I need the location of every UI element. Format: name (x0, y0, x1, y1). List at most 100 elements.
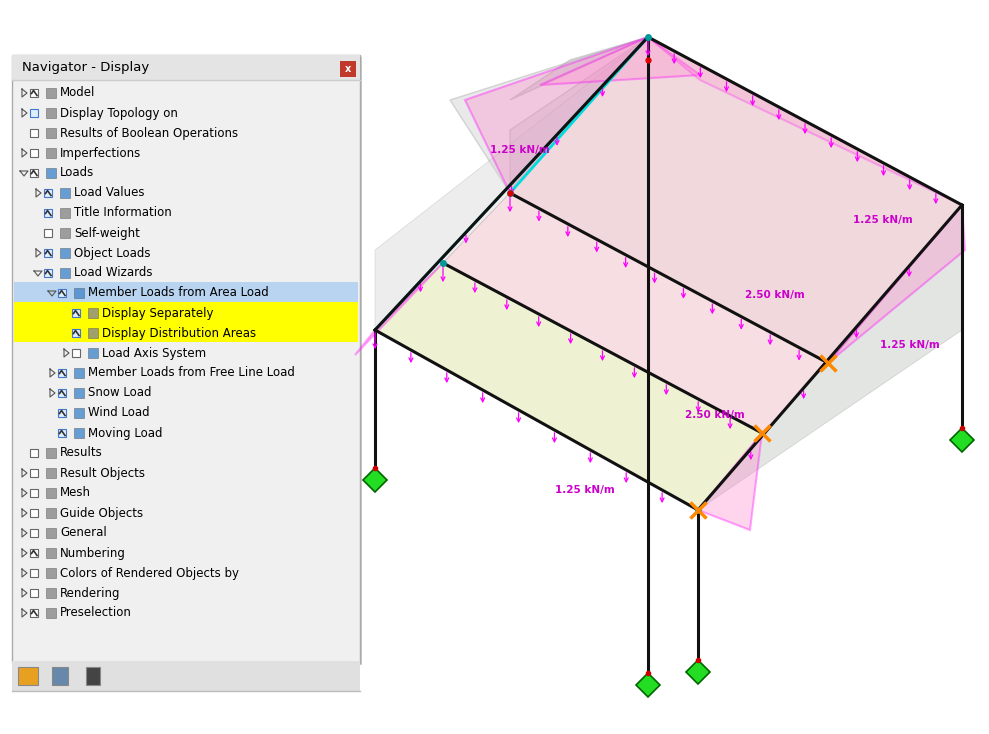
Text: Display Separately: Display Separately (102, 307, 214, 319)
Polygon shape (510, 37, 962, 363)
Text: Mesh: Mesh (60, 487, 91, 500)
Text: Results of Boolean Operations: Results of Boolean Operations (60, 126, 238, 139)
Bar (60, 268, 70, 278)
Text: Member Loads from Area Load: Member Loads from Area Load (88, 286, 269, 299)
Bar (58, 289, 66, 297)
Text: Imperfections: Imperfections (60, 147, 141, 159)
Text: Object Loads: Object Loads (74, 247, 150, 260)
Bar (46, 148, 56, 158)
Text: Navigator - Display: Navigator - Display (22, 60, 149, 73)
Bar (72, 349, 80, 357)
Text: Display Topology on: Display Topology on (60, 106, 178, 120)
Text: Self-weight: Self-weight (74, 227, 139, 239)
Text: x: x (345, 64, 351, 74)
Bar (30, 589, 38, 597)
Polygon shape (510, 37, 648, 193)
Bar (44, 269, 52, 277)
Polygon shape (698, 433, 762, 530)
Bar (12, 55, 360, 80)
Bar (88, 328, 98, 338)
Polygon shape (450, 37, 648, 193)
Bar (30, 609, 38, 617)
Bar (58, 429, 66, 437)
Bar (46, 488, 56, 498)
Text: 1.25 kN/m: 1.25 kN/m (490, 145, 550, 155)
Bar (60, 208, 70, 218)
Text: Wind Load: Wind Load (88, 407, 149, 420)
Bar (46, 128, 56, 138)
Text: Title Information: Title Information (74, 206, 172, 219)
Polygon shape (686, 660, 710, 684)
Bar (52, 667, 68, 685)
Bar (44, 229, 52, 237)
Bar (30, 509, 38, 517)
Text: Numbering: Numbering (60, 547, 126, 559)
Text: Moving Load: Moving Load (88, 426, 162, 440)
Bar (46, 168, 56, 178)
Text: Load Values: Load Values (74, 186, 144, 200)
Bar (30, 449, 38, 457)
Text: Display Distribution Areas: Display Distribution Areas (102, 327, 256, 340)
Bar (46, 588, 56, 598)
Text: Result Objects: Result Objects (60, 467, 145, 479)
Bar (30, 89, 38, 97)
Text: 2.50 kN/m: 2.50 kN/m (745, 290, 805, 300)
Polygon shape (648, 37, 962, 205)
Bar (58, 409, 66, 417)
Polygon shape (510, 37, 648, 100)
Text: Snow Load: Snow Load (88, 387, 151, 399)
Bar (340, 61, 356, 77)
Bar (30, 549, 38, 557)
Bar (46, 448, 56, 458)
Bar (88, 348, 98, 358)
Polygon shape (375, 37, 648, 330)
Polygon shape (375, 263, 762, 510)
Bar (46, 548, 56, 558)
Text: Load Axis System: Load Axis System (102, 346, 206, 360)
Bar (72, 329, 80, 337)
Bar (46, 88, 56, 98)
Text: Model: Model (60, 87, 95, 100)
Polygon shape (950, 428, 974, 452)
Text: 1.25 kN/m: 1.25 kN/m (880, 340, 940, 350)
Bar (60, 188, 70, 198)
Bar (86, 667, 100, 685)
Bar (74, 408, 84, 418)
Bar (46, 108, 56, 118)
Text: Member Loads from Free Line Load: Member Loads from Free Line Load (88, 366, 295, 379)
Bar (74, 368, 84, 378)
Bar (30, 169, 38, 177)
Text: Results: Results (60, 446, 103, 459)
Bar (30, 149, 38, 157)
Bar (72, 309, 80, 317)
Bar (46, 508, 56, 518)
Text: 1.25 kN/m: 1.25 kN/m (555, 485, 615, 495)
Bar (58, 369, 66, 377)
Text: Guide Objects: Guide Objects (60, 506, 143, 520)
Bar (44, 189, 52, 197)
Bar (74, 428, 84, 438)
Polygon shape (540, 37, 700, 85)
Text: Preselection: Preselection (60, 606, 132, 619)
Polygon shape (465, 37, 648, 193)
Bar (14, 282, 358, 302)
Bar (74, 388, 84, 398)
Polygon shape (698, 205, 962, 510)
Bar (30, 489, 38, 497)
Bar (44, 209, 52, 217)
Polygon shape (355, 263, 443, 355)
Bar (46, 568, 56, 578)
Text: 2.50 kN/m: 2.50 kN/m (685, 410, 745, 420)
Bar (18, 667, 38, 685)
Polygon shape (443, 193, 828, 433)
Bar (14, 322, 358, 342)
Bar (12, 661, 360, 691)
Bar (74, 288, 84, 298)
Text: General: General (60, 526, 107, 539)
Bar (30, 529, 38, 537)
Bar (30, 569, 38, 577)
Polygon shape (636, 673, 660, 697)
Polygon shape (375, 263, 762, 510)
Bar (30, 109, 38, 117)
Text: Rendering: Rendering (60, 586, 121, 600)
